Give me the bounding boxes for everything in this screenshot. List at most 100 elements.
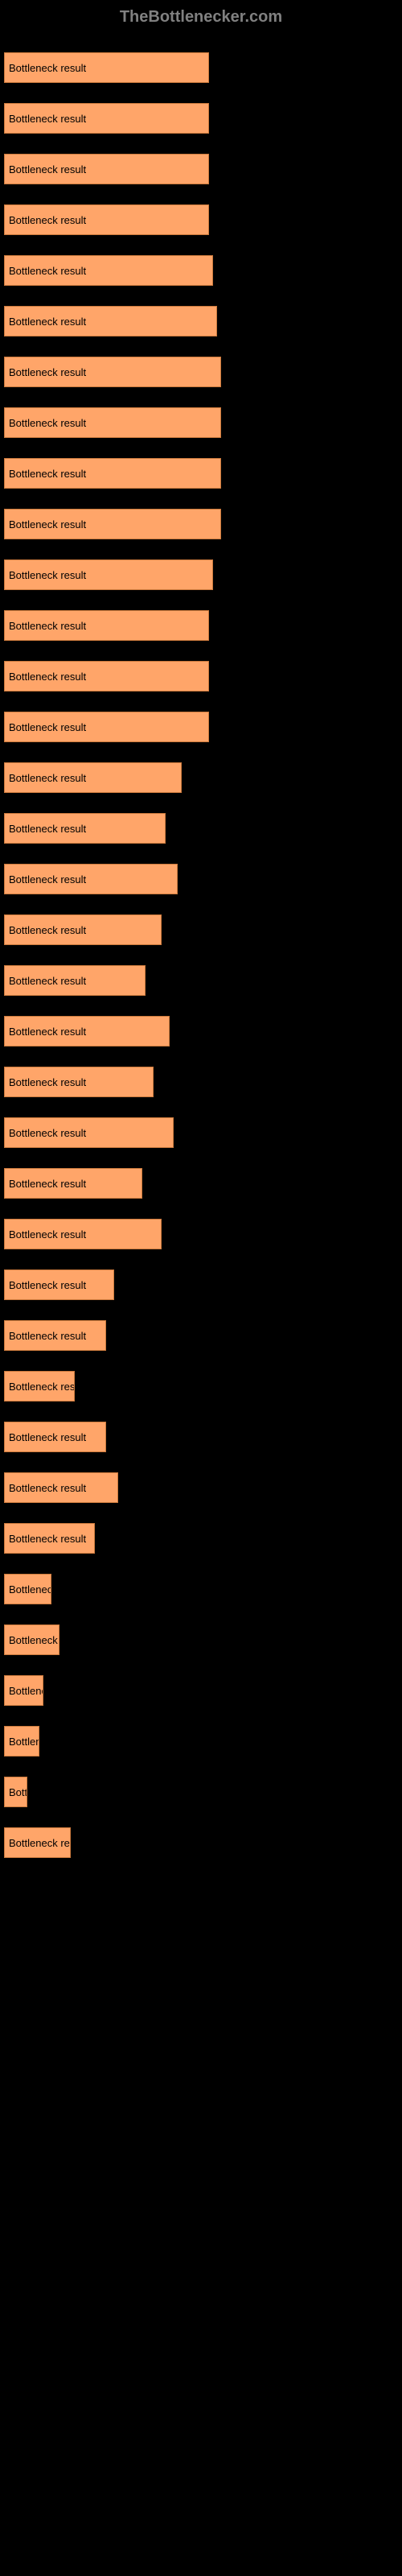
bar-spacer (4, 444, 398, 456)
bar-spacer (4, 292, 398, 303)
bar-row: Bottleneck result (4, 1307, 398, 1351)
bar-spacer (4, 140, 398, 151)
bar-row: Bottleneck result (4, 1763, 398, 1807)
bar-row: Bottleneck result (4, 394, 398, 438)
bar-row: Bottleneck result (4, 901, 398, 945)
bottleneck-bar: Bottleneck result (4, 52, 209, 83)
bar-spacer (4, 647, 398, 658)
bar-spacer (4, 546, 398, 557)
bar-spacer (4, 901, 398, 912)
bar-row: Bottleneck result (4, 1053, 398, 1097)
bottleneck-bar: Bottleneck result (4, 965, 146, 996)
bar-spacer (4, 1560, 398, 1571)
bar-spacer (4, 1357, 398, 1368)
bar-spacer (4, 1712, 398, 1724)
bar-row: Bottleneck result (4, 1104, 398, 1148)
bar-spacer (4, 1408, 398, 1419)
bottleneck-bar: Bottleneck result (4, 509, 221, 539)
bar-row: Bottleneck result (4, 597, 398, 641)
bottleneck-bar: Bottleneck result (4, 1422, 106, 1452)
bottleneck-bar: Bottleneck result (4, 1523, 95, 1554)
bar-spacer (4, 1662, 398, 1673)
bar-row: Bottleneck result (4, 89, 398, 134)
bottleneck-bar: Bottleneck result (4, 1624, 59, 1655)
bar-spacer (4, 1256, 398, 1267)
bar-row: Bottleneck result (4, 140, 398, 184)
bar-row: Bottleneck result (4, 1560, 398, 1604)
bottleneck-bar: Bottleneck result (4, 407, 221, 438)
bar-row: Bottleneck result (4, 191, 398, 235)
bar-row: Bottleneck result (4, 698, 398, 742)
bottleneck-bar: Bottleneck result (4, 1016, 170, 1046)
bar-spacer (4, 1205, 398, 1216)
bar-row: Bottleneck result (4, 799, 398, 844)
bar-spacer (4, 749, 398, 760)
bottleneck-bar: Bottleneck result (4, 712, 209, 742)
bar-row: Bottleneck result (4, 343, 398, 387)
bottleneck-bar: Bottleneck result (4, 864, 178, 894)
bottleneck-bar: Bottleneck result (4, 661, 209, 691)
bar-spacer (4, 698, 398, 709)
bar-row: Bottleneck result (4, 952, 398, 996)
bar-spacer (4, 1459, 398, 1470)
bottleneck-bar: Bottleneck result (4, 1371, 75, 1402)
bar-spacer (4, 850, 398, 861)
bottleneck-bar: Bottleneck result (4, 458, 221, 489)
bar-spacer (4, 343, 398, 354)
bar-spacer (4, 1307, 398, 1318)
bottleneck-bar: Bottleneck result (4, 1168, 142, 1199)
bottleneck-bar: Bottleneck result (4, 1067, 154, 1097)
bar-spacer (4, 1509, 398, 1521)
bar-spacer (4, 1611, 398, 1622)
bottleneck-bar: Bottleneck result (4, 1827, 71, 1858)
bar-row: Bottleneck result (4, 1459, 398, 1503)
bottleneck-bar: Bottleneck result (4, 1219, 162, 1249)
bar-spacer (4, 1104, 398, 1115)
bottleneck-bar: Bottleneck result (4, 204, 209, 235)
bar-spacer (4, 495, 398, 506)
bar-row: Bottleneck result (4, 1814, 398, 1858)
bottleneck-bar: Bottleneck result (4, 762, 182, 793)
bottleneck-bar: Bottleneck result (4, 610, 209, 641)
bar-row: Bottleneck result (4, 444, 398, 489)
bottleneck-bar: Bottleneck result (4, 1574, 51, 1604)
bar-row: Bottleneck result (4, 1205, 398, 1249)
bar-spacer (4, 1053, 398, 1064)
bar-row: Bottleneck result (4, 749, 398, 793)
bar-spacer (4, 39, 398, 50)
bar-spacer (4, 952, 398, 963)
bar-spacer (4, 242, 398, 253)
bar-spacer (4, 597, 398, 608)
bar-spacer (4, 1002, 398, 1013)
bar-row: Bottleneck result (4, 647, 398, 691)
bar-row: Bottleneck result (4, 1154, 398, 1199)
bar-spacer (4, 394, 398, 405)
bar-row: Bottleneck result (4, 1002, 398, 1046)
bottleneck-bar: Bottleneck result (4, 1726, 39, 1757)
bar-spacer (4, 191, 398, 202)
bar-row: Bottleneck result (4, 1611, 398, 1655)
bottleneck-bar: Bottleneck result (4, 1675, 43, 1706)
bottleneck-chart: Bottleneck result Bottleneck result Bottle… (0, 39, 402, 1858)
bar-row: Bottleneck result (4, 39, 398, 83)
bottleneck-bar: Bottleneck result (4, 1320, 106, 1351)
bottleneck-bar: Bottleneck result (4, 154, 209, 184)
bar-row: Bottleneck result (4, 1662, 398, 1706)
bottleneck-bar: Bottleneck result (4, 306, 217, 336)
bar-row: Bottleneck result (4, 1408, 398, 1452)
bar-row: Bottleneck result (4, 1509, 398, 1554)
bottleneck-bar: Bottleneck result (4, 255, 213, 286)
bottleneck-bar: Bottleneck result (4, 559, 213, 590)
bottleneck-bar: Bottleneck result (4, 1269, 114, 1300)
bar-row: Bottleneck result (4, 1712, 398, 1757)
bottleneck-bar: Bottleneck result (4, 1777, 27, 1807)
bar-row: Bottleneck result (4, 1256, 398, 1300)
site-header: TheBottlenecker.com (0, 0, 402, 39)
bottleneck-bar: Bottleneck result (4, 103, 209, 134)
bottleneck-bar: Bottleneck result (4, 1117, 174, 1148)
bar-spacer (4, 1763, 398, 1774)
bar-spacer (4, 89, 398, 101)
bottleneck-bar: Bottleneck result (4, 914, 162, 945)
bar-row: Bottleneck result (4, 546, 398, 590)
bar-row: Bottleneck result (4, 242, 398, 286)
